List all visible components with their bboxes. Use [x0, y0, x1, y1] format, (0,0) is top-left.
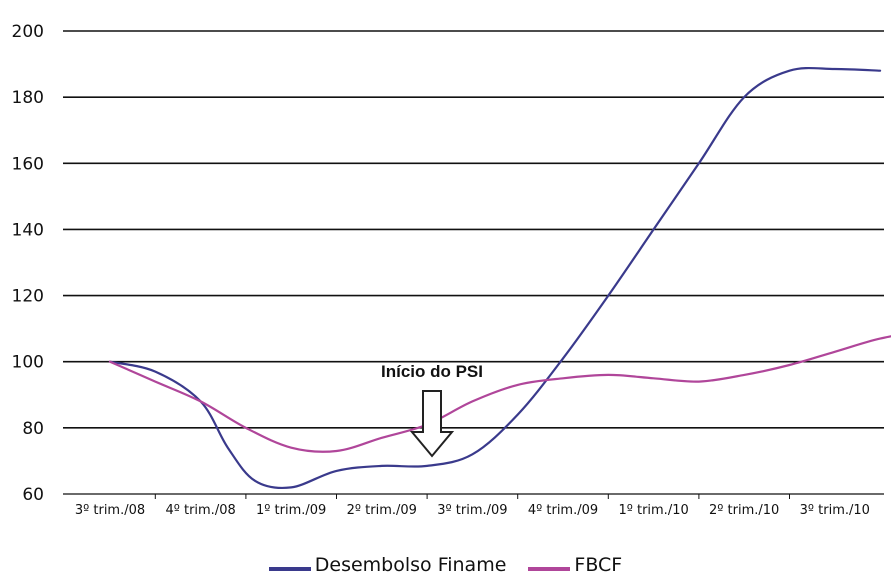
- y-tick-label: 80: [22, 419, 44, 439]
- legend-item-desembolso: Desembolso Finame: [268, 554, 507, 576]
- series-line-fbcf: [108, 335, 891, 453]
- legend-item-fbcf: FBCF: [528, 554, 622, 576]
- y-tick-label: 60: [22, 485, 44, 505]
- y-tick-label: 180: [12, 88, 44, 108]
- x-tick-label: 3º trim./09: [437, 503, 507, 518]
- grid-lines: [63, 30, 884, 495]
- legend: Desembolso Finame FBCF: [0, 554, 891, 576]
- x-tick-label: 1º trim./10: [618, 503, 688, 518]
- x-tick-label: 4º trim./08: [165, 503, 235, 518]
- y-axis-ticks: 60 80 100 120 140 160 180 200: [12, 22, 44, 505]
- legend-label-fbcf: FBCF: [574, 554, 623, 576]
- series-line-desembolso-finame: [108, 66, 882, 490]
- series-lines: [108, 66, 891, 490]
- x-axis-ticks: 3º trim./08 4º trim./08 1º trim./09 2º trim…: [75, 494, 870, 518]
- x-tick-label: 3º trim./10: [800, 503, 870, 518]
- legend-swatch-fbcf: [528, 567, 571, 571]
- x-tick-label: 1º trim./09: [256, 503, 326, 518]
- x-tick-label: 2º trim./09: [347, 503, 417, 518]
- y-tick-label: 100: [12, 353, 44, 373]
- x-tick-label: 4º trim./09: [528, 503, 598, 518]
- y-tick-label: 120: [12, 287, 44, 307]
- y-tick-label: 140: [12, 220, 44, 240]
- down-arrow-icon: [409, 390, 455, 458]
- x-tick-label: 2º trim./10: [709, 503, 779, 518]
- y-tick-label: 160: [12, 154, 44, 174]
- annotation-group: Início do PSI: [381, 362, 483, 458]
- x-tick-label: 3º trim./08: [75, 503, 145, 518]
- y-tick-label: 200: [12, 22, 44, 42]
- legend-label-desembolso: Desembolso Finame: [314, 554, 507, 576]
- legend-swatch-desembolso: [268, 567, 311, 571]
- annotation-label: Início do PSI: [381, 362, 483, 381]
